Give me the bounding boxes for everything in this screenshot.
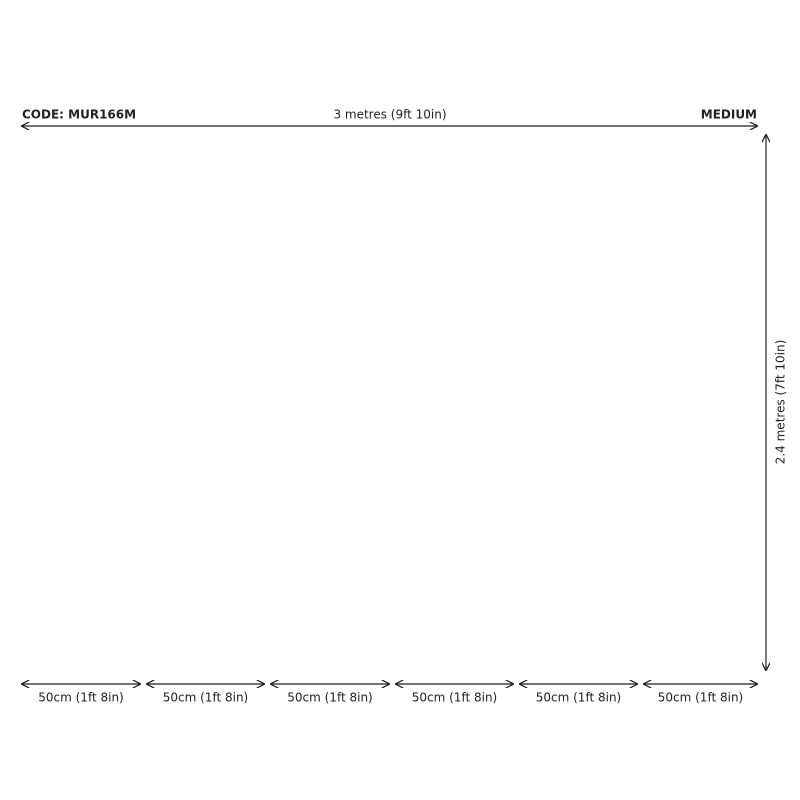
size-label: MEDIUM (701, 108, 757, 122)
panel-width: 50cm (1ft 8in) (287, 691, 372, 705)
panel-width: 50cm (1ft 8in) (38, 691, 123, 705)
panel-width: 50cm (1ft 8in) (658, 691, 743, 705)
product-code: CODE: MUR166M (22, 108, 136, 122)
panel-gap (513, 130, 520, 675)
panel-gap (140, 130, 147, 675)
panel-gap (389, 130, 396, 675)
panel-gap (637, 130, 644, 675)
total-width: 3 metres (9ft 10in) (333, 108, 446, 122)
panel-dimensions: 50cm (1ft 8in) 50cm (1ft 8in) 50cm (1ft 8i… (22, 684, 757, 705)
panel-width: 50cm (1ft 8in) (536, 691, 621, 705)
panel-gap (264, 130, 271, 675)
panel-width: 50cm (1ft 8in) (412, 691, 497, 705)
total-height: 2.4 metres (7ft 10in) (774, 340, 788, 465)
panel-width: 50cm (1ft 8in) (163, 691, 248, 705)
panel-gaps (140, 130, 644, 675)
